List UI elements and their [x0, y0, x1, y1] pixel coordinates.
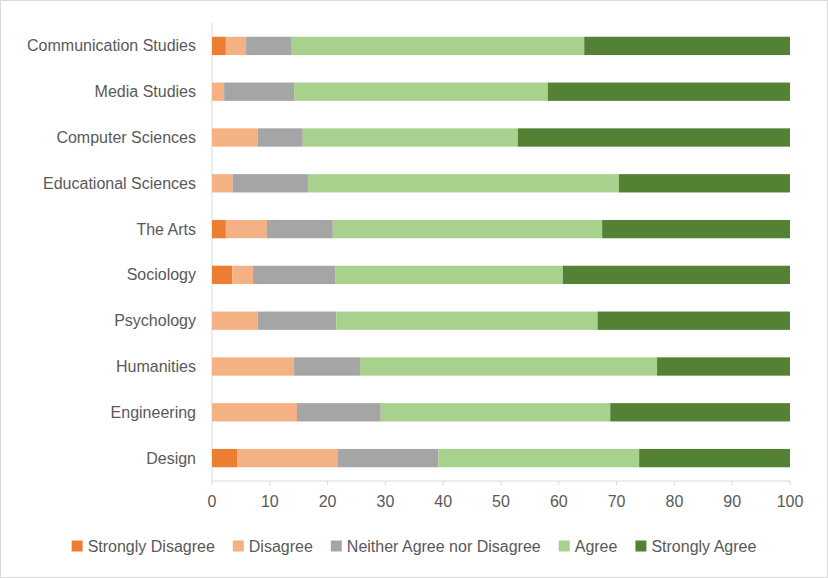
- bar: [258, 128, 303, 146]
- x-tick: [732, 481, 733, 485]
- bar: [253, 266, 335, 284]
- y-tick-label: Educational Sciences: [43, 175, 196, 192]
- y-tick-label: Humanities: [116, 358, 196, 375]
- y-tick-label: Design: [146, 450, 196, 467]
- legend-swatch: [233, 541, 244, 552]
- x-tick: [269, 481, 270, 485]
- bar: [267, 220, 333, 238]
- bar: [246, 37, 292, 55]
- bar: [297, 403, 381, 421]
- x-tick-label: 90: [723, 493, 741, 510]
- y-tick-label: Sociology: [127, 266, 196, 283]
- x-tick: [558, 481, 559, 485]
- legend-swatch: [331, 541, 342, 552]
- bar: [308, 174, 619, 192]
- bar: [336, 312, 597, 330]
- x-tick-label: 10: [261, 493, 279, 510]
- bar: [381, 403, 610, 421]
- bar: [212, 449, 237, 467]
- x-tick-label: 80: [666, 493, 684, 510]
- y-tick-label: Engineering: [111, 404, 196, 421]
- y-tick-label: Computer Sciences: [56, 129, 196, 146]
- bar: [233, 174, 308, 192]
- bar: [212, 357, 294, 375]
- legend-swatch: [559, 541, 570, 552]
- bar: [303, 128, 518, 146]
- bar: [563, 266, 790, 284]
- bar: [439, 449, 640, 467]
- x-tick: [385, 481, 386, 485]
- bar: [212, 220, 226, 238]
- frame: [1, 1, 828, 578]
- bar: [226, 37, 246, 55]
- bar: [598, 312, 790, 330]
- chart: 0 10 20 30 40 50 60 70 80 90 100 Communication Stud…: [0, 0, 828, 578]
- bar: [548, 83, 790, 101]
- y-tick-label: Media Studies: [95, 83, 196, 100]
- legend-label: Strongly Agree: [651, 538, 756, 555]
- bar: [292, 37, 584, 55]
- bar: [333, 220, 602, 238]
- bar: [294, 357, 360, 375]
- y-tick-label: Psychology: [114, 312, 196, 329]
- legend-label: Neither Agree nor Disagree: [347, 538, 541, 555]
- legend-label: Agree: [575, 538, 618, 555]
- bar: [212, 266, 232, 284]
- x-tick-label: 40: [434, 493, 452, 510]
- x-tick: [501, 481, 502, 485]
- bar: [639, 449, 790, 467]
- bar: [360, 357, 657, 375]
- bar: [258, 312, 337, 330]
- bar: [212, 312, 258, 330]
- x-tick-label: 50: [492, 493, 510, 510]
- y-tick-label: Communication Studies: [27, 37, 196, 54]
- x-tick: [212, 481, 213, 485]
- x-tick-label: 70: [608, 493, 626, 510]
- bar: [212, 403, 297, 421]
- x-tick-label: 60: [550, 493, 568, 510]
- x-tick-label: 20: [319, 493, 337, 510]
- bar: [294, 83, 548, 101]
- legend-swatch: [72, 541, 83, 552]
- x-tick: [616, 481, 617, 485]
- bar: [212, 174, 233, 192]
- x-tick: [674, 481, 675, 485]
- y-tick-label: The Arts: [136, 221, 196, 238]
- bar: [518, 128, 790, 146]
- bar: [212, 37, 226, 55]
- bar: [226, 220, 267, 238]
- bar: [335, 266, 563, 284]
- legend-swatch: [635, 541, 646, 552]
- legend-label: Disagree: [249, 538, 313, 555]
- bars: [212, 37, 790, 468]
- x-tick-label: 0: [208, 493, 217, 510]
- bar: [232, 266, 253, 284]
- bar: [619, 174, 790, 192]
- bar: [212, 83, 224, 101]
- bar: [610, 403, 790, 421]
- x-tick: [327, 481, 328, 485]
- legend-label: Strongly Disagree: [88, 538, 215, 555]
- bar: [337, 449, 438, 467]
- bar: [237, 449, 337, 467]
- bar: [584, 37, 790, 55]
- bar: [657, 357, 790, 375]
- bar: [224, 83, 294, 101]
- x-tick-label: 30: [377, 493, 395, 510]
- x-tick: [790, 481, 791, 485]
- bar: [602, 220, 790, 238]
- x-tick-label: 100: [777, 493, 804, 510]
- x-tick: [443, 481, 444, 485]
- bar: [212, 128, 258, 146]
- legend: Strongly Disagree Disagree Neither Agree n…: [72, 538, 757, 555]
